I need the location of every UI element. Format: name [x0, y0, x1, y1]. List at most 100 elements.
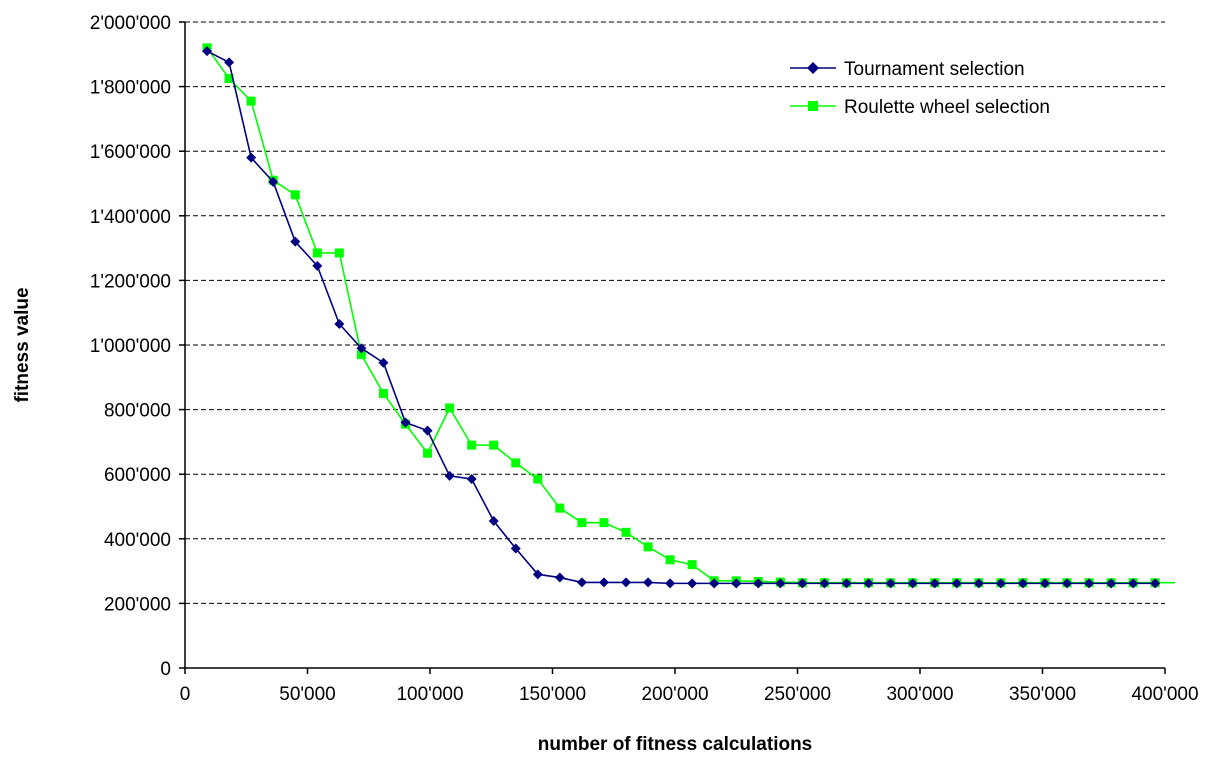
data-point-roulette [577, 518, 587, 528]
legend-marker-tournament [807, 62, 819, 74]
data-point-tournament [907, 578, 918, 589]
gridlines [185, 21, 1165, 604]
data-point-roulette [356, 350, 366, 360]
data-point-tournament [643, 577, 654, 588]
data-point-tournament [224, 57, 235, 68]
y-tick-label: 400'000 [104, 530, 171, 551]
x-tick-label: 150'000 [519, 684, 586, 705]
x-tick-label: 300'000 [886, 684, 953, 705]
data-point-tournament [488, 516, 499, 527]
data-point-roulette [687, 560, 697, 570]
data-point-roulette [290, 190, 300, 200]
data-point-roulette [467, 440, 477, 450]
data-point-roulette [423, 448, 433, 458]
data-point-tournament [995, 578, 1006, 589]
data-point-tournament [731, 578, 742, 589]
y-tick-label: 1'000'000 [90, 336, 171, 357]
data-point-tournament [775, 578, 786, 589]
x-tick-label: 250'000 [764, 684, 831, 705]
data-point-tournament [444, 470, 455, 481]
y-tick-label: 800'000 [104, 401, 171, 422]
data-point-tournament [466, 474, 477, 485]
data-point-tournament [753, 578, 764, 589]
y-axis-title: fitness value [12, 287, 33, 402]
data-point-roulette [555, 503, 565, 513]
data-point-tournament [797, 578, 808, 589]
x-tick-label: 100'000 [396, 684, 463, 705]
data-point-tournament [1017, 578, 1028, 589]
y-tick-label: 1'800'000 [90, 78, 171, 99]
legend-marker-roulette [808, 101, 818, 111]
data-point-tournament [532, 569, 543, 580]
data-point-tournament [929, 578, 940, 589]
data-point-roulette [489, 440, 499, 450]
data-point-tournament [621, 577, 631, 588]
y-tick-label: 1'200'000 [90, 271, 171, 292]
data-point-roulette [665, 555, 675, 565]
data-point-tournament [819, 578, 830, 589]
x-axis-title: number of fitness calculations [538, 734, 813, 755]
data-point-tournament [268, 176, 279, 187]
x-tick-label: 350'000 [1009, 684, 1076, 705]
legend-label-roulette: Roulette wheel selection [844, 97, 1050, 118]
data-point-roulette [224, 74, 234, 84]
data-point-roulette [643, 542, 653, 552]
data-point-tournament [1128, 578, 1139, 589]
x-tick-label: 400'000 [1131, 684, 1198, 705]
data-point-tournament [202, 46, 213, 57]
legend: Tournament selection Roulette wheel sele… [790, 59, 1050, 118]
data-point-tournament [378, 357, 389, 368]
y-tick-label: 600'000 [104, 465, 171, 486]
data-point-roulette [312, 248, 322, 258]
data-point-tournament [863, 578, 874, 589]
data-point-roulette [445, 403, 455, 413]
data-point-tournament [687, 578, 698, 589]
y-tick-label: 2'000'000 [90, 13, 171, 34]
legend-item-tournament: Tournament selection [790, 59, 1025, 80]
y-tick-labels: 0 200'000 400'000 600'000 800'000 1'000'000 1'… [90, 13, 171, 680]
data-point-roulette [334, 248, 344, 258]
data-point-tournament [1084, 578, 1095, 589]
series-line-tournament [206, 50, 1156, 585]
data-point-tournament [885, 578, 896, 589]
data-point-tournament [334, 319, 345, 330]
y-tick-label: 1'600'000 [90, 142, 171, 163]
x-tick-labels: 0 50'000 100'000 150'000 200'000 250'000 300'0… [180, 684, 1199, 705]
y-tick-label: 200'000 [104, 594, 171, 615]
data-point-roulette [511, 458, 521, 468]
data-point-roulette [533, 474, 543, 484]
data-point-tournament [510, 543, 521, 554]
data-point-tournament [1106, 578, 1117, 589]
data-point-tournament [973, 578, 984, 589]
data-point-tournament [665, 578, 676, 589]
data-point-tournament [951, 578, 962, 589]
x-tick-label: 200'000 [641, 684, 708, 705]
data-point-tournament [356, 343, 367, 354]
data-point-roulette [599, 518, 609, 528]
data-point-roulette [621, 527, 631, 537]
x-tick-label: 50'000 [279, 684, 335, 705]
legend-label-tournament: Tournament selection [844, 59, 1025, 80]
data-point-roulette [378, 388, 388, 398]
data-point-tournament [598, 577, 609, 588]
data-point-tournament [554, 572, 565, 583]
y-tick-label: 0 [160, 659, 171, 680]
x-tick-label: 0 [180, 684, 191, 705]
data-point-tournament [841, 578, 852, 589]
data-point-tournament [400, 417, 411, 428]
data-point-tournament [1039, 578, 1050, 589]
data-point-tournament [246, 152, 257, 163]
series-line-roulette [206, 47, 1175, 584]
legend-item-roulette: Roulette wheel selection [790, 97, 1050, 118]
data-point-tournament [312, 260, 323, 271]
data-point-tournament [1062, 578, 1072, 589]
data-point-roulette [246, 96, 256, 106]
series-group [202, 43, 1175, 589]
data-point-tournament [1150, 578, 1161, 589]
data-point-tournament [422, 425, 433, 436]
y-tick-label: 1'400'000 [90, 207, 171, 228]
axes [179, 21, 1166, 674]
data-point-tournament [290, 236, 301, 247]
data-point-tournament [576, 577, 587, 588]
